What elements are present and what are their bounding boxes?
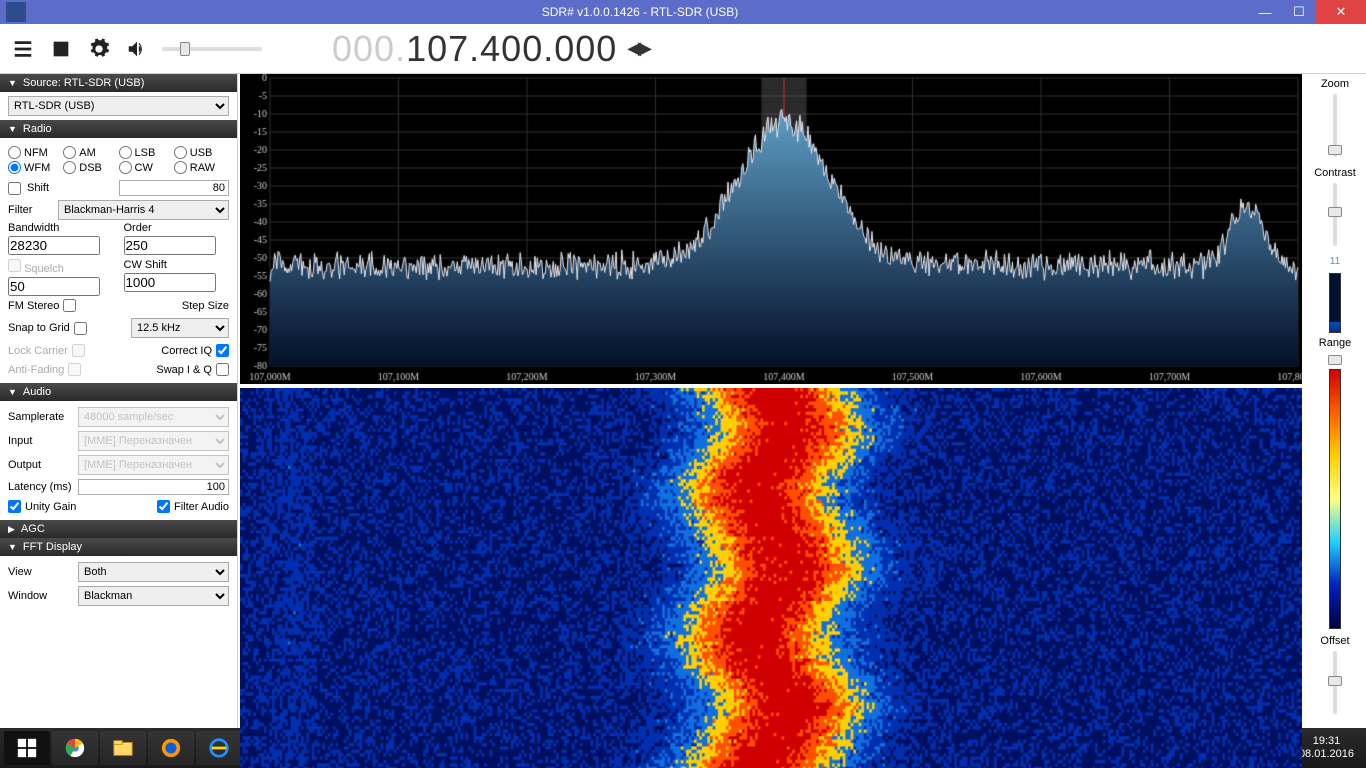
input-select: [MME] Переназначен — [78, 431, 229, 451]
correctiq-label: Correct IQ — [161, 345, 212, 357]
filteraudio-label: Filter Audio — [174, 501, 229, 513]
lockcarrier-checkbox — [72, 344, 85, 357]
fmstereo-checkbox[interactable] — [63, 299, 76, 312]
offset-slider[interactable] — [1333, 651, 1337, 714]
frequency-leading: 000. — [332, 28, 406, 70]
range-label: Range — [1319, 337, 1351, 349]
swapiq-label: Swap I & Q — [156, 364, 212, 376]
spectrum-chart[interactable] — [240, 74, 1302, 384]
panel-header-radio[interactable]: ▼Radio — [0, 120, 237, 138]
swapiq-checkbox[interactable] — [216, 363, 229, 376]
signal-bar — [1329, 273, 1341, 333]
taskbar-explorer-icon[interactable] — [100, 731, 146, 765]
start-button[interactable] — [4, 731, 50, 765]
close-button[interactable]: ✕ — [1316, 0, 1366, 24]
output-label: Output — [8, 459, 72, 471]
samplerate-select: 48000 sample/sec — [78, 407, 229, 427]
contrast-label: Contrast — [1314, 167, 1356, 179]
output-select: [MME] Переназначен — [78, 455, 229, 475]
filter-select[interactable]: Blackman-Harris 4 — [58, 200, 229, 220]
fmstereo-label: FM Stereo — [8, 300, 59, 312]
antifading-checkbox — [68, 363, 81, 376]
offset-label: Offset — [1320, 635, 1349, 647]
filteraudio-checkbox[interactable] — [157, 500, 170, 513]
source-select[interactable]: RTL-SDR (USB) — [8, 96, 229, 116]
squelch-input[interactable] — [8, 277, 100, 296]
volume-slider[interactable] — [162, 47, 262, 51]
stepsize-select[interactable]: 12.5 kHz — [131, 318, 229, 338]
shift-label: Shift — [27, 182, 49, 194]
zoom-label: Zoom — [1321, 78, 1349, 90]
view-label: View — [8, 566, 72, 578]
snap-label: Snap to Grid — [8, 322, 70, 334]
frequency-value: 107.400.000 — [406, 28, 617, 70]
panel-header-audio[interactable]: ▼Audio — [0, 383, 237, 401]
shift-checkbox[interactable] — [8, 182, 21, 195]
waterfall-colorbar — [1329, 369, 1341, 629]
mode-radio-dsb[interactable]: DSB — [63, 161, 118, 174]
input-label: Input — [8, 435, 72, 447]
signal-value: 11 — [1330, 256, 1340, 267]
latency-input[interactable] — [78, 479, 229, 495]
app-icon — [6, 2, 26, 22]
cwshift-label: CW Shift — [124, 259, 230, 271]
zoom-slider[interactable] — [1333, 94, 1337, 157]
correctiq-checkbox[interactable] — [216, 344, 229, 357]
mode-radio-am[interactable]: AM — [63, 146, 118, 159]
panel-header-fft[interactable]: ▼FFT Display — [0, 538, 237, 556]
view-select[interactable]: Both — [78, 562, 229, 582]
maximize-button[interactable]: ☐ — [1282, 0, 1316, 24]
stop-icon[interactable] — [48, 36, 74, 62]
menu-icon[interactable] — [10, 36, 36, 62]
contrast-slider[interactable] — [1333, 183, 1337, 246]
mode-radio-usb[interactable]: USB — [174, 146, 229, 159]
latency-label: Latency (ms) — [8, 481, 72, 493]
window-label: Window — [8, 590, 72, 602]
snap-checkbox[interactable] — [74, 322, 87, 335]
taskbar-ie-icon[interactable] — [196, 731, 242, 765]
volume-icon[interactable] — [124, 36, 150, 62]
mode-radio-cw[interactable]: CW — [119, 161, 174, 174]
shift-input[interactable] — [119, 180, 229, 196]
minimize-button[interactable]: — — [1248, 0, 1282, 24]
frequency-display[interactable]: 000. 107.400.000 ◀▶ — [332, 28, 649, 70]
fftwindow-select[interactable]: Blackman — [78, 586, 229, 606]
taskbar-firefox-icon[interactable] — [148, 731, 194, 765]
tray-clock[interactable]: 19:31 08.01.2016 — [1299, 735, 1354, 761]
bandwidth-input[interactable] — [8, 236, 100, 255]
squelch-label: Squelch — [8, 259, 114, 275]
mode-radio-nfm[interactable]: NFM — [8, 146, 63, 159]
taskbar-chrome-icon[interactable] — [52, 731, 98, 765]
waterfall-chart[interactable] — [240, 388, 1302, 768]
mode-radio-lsb[interactable]: LSB — [119, 146, 174, 159]
order-label: Order — [124, 222, 230, 234]
panel-header-agc[interactable]: ▶AGC — [0, 520, 237, 538]
mode-radio-raw[interactable]: RAW — [174, 161, 229, 174]
cwshift-input[interactable] — [124, 273, 216, 292]
mode-radios: NFMAMLSBUSB WFMDSBCWRAW — [8, 142, 229, 178]
settings-gear-icon[interactable] — [86, 36, 112, 62]
lockcarrier-label: Lock Carrier — [8, 345, 68, 357]
unitygain-label: Unity Gain — [25, 501, 76, 513]
right-control-sliders: Zoom Contrast 11 Range Offset — [1304, 74, 1366, 728]
frequency-step-arrows[interactable]: ◀▶ — [627, 38, 649, 59]
main-toolbar: 000. 107.400.000 ◀▶ — [0, 24, 1366, 74]
mode-radio-wfm[interactable]: WFM — [8, 161, 63, 174]
samplerate-label: Samplerate — [8, 411, 72, 423]
bandwidth-label: Bandwidth — [8, 222, 114, 234]
window-title: SDR# v1.0.0.1426 - RTL-SDR (USB) — [32, 5, 1248, 19]
panel-header-source[interactable]: ▼Source: RTL-SDR (USB) — [0, 74, 237, 92]
unitygain-checkbox[interactable] — [8, 500, 21, 513]
stepsize-label: Step Size — [182, 300, 229, 312]
order-input[interactable] — [124, 236, 216, 255]
squelch-checkbox — [8, 259, 21, 272]
settings-sidebar: ▼Source: RTL-SDR (USB) RTL-SDR (USB) ▼Ra… — [0, 74, 238, 728]
window-titlebar: SDR# v1.0.0.1426 - RTL-SDR (USB) — ☐ ✕ — [0, 0, 1366, 24]
filter-label: Filter — [8, 204, 52, 216]
antifading-label: Anti-Fading — [8, 364, 64, 376]
